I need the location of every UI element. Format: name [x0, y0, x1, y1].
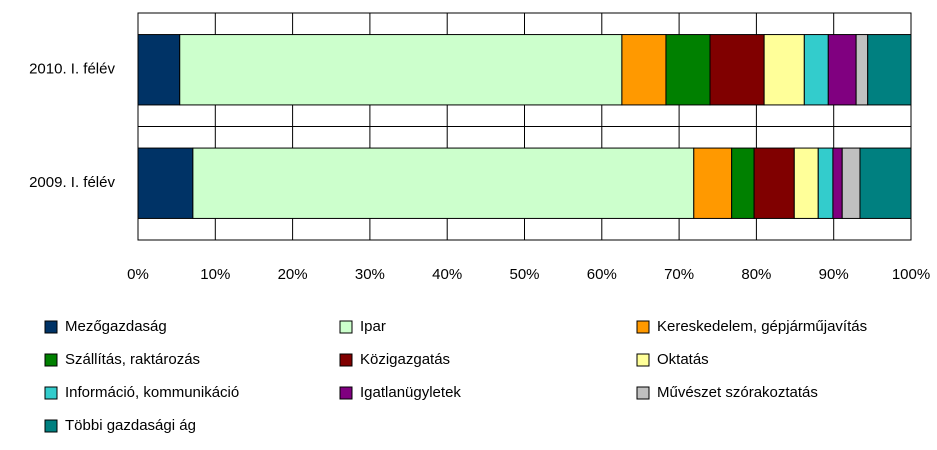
bar-segment — [621, 34, 667, 106]
x-tick-label: 70% — [664, 266, 694, 283]
bar-segment — [827, 34, 857, 106]
legend-label: Szállítás, raktározás — [65, 351, 200, 368]
legend-swatch — [339, 353, 353, 367]
legend-label: Oktatás — [657, 351, 709, 368]
legend-label: Mezőgazdaság — [65, 318, 167, 335]
x-tick-label: 40% — [432, 266, 462, 283]
bar-segment — [731, 147, 755, 219]
legend-label: Többi gazdasági ág — [65, 417, 196, 434]
x-tick-label: 20% — [278, 266, 308, 283]
x-tick-label: 60% — [587, 266, 617, 283]
bar-segment — [841, 147, 861, 219]
x-tick-label: 10% — [200, 266, 230, 283]
bar-segment — [753, 147, 795, 219]
legend-swatch — [44, 320, 58, 334]
x-tick-label: 100% — [892, 266, 930, 283]
legend-label: Információ, kommunikáció — [65, 384, 239, 401]
bar-segment — [763, 34, 805, 106]
legend-label: Igatlanügyletek — [360, 384, 461, 401]
legend-swatch — [339, 320, 353, 334]
plot-border — [137, 12, 912, 241]
bar-segment — [803, 34, 829, 106]
legend-swatch — [44, 386, 58, 400]
bar-segment — [693, 147, 733, 219]
x-tick-label: 30% — [355, 266, 385, 283]
x-tick-label: 50% — [509, 266, 539, 283]
bar-segment — [817, 147, 834, 219]
bar-segment — [855, 34, 869, 106]
bar-segment — [709, 34, 765, 106]
legend-label: Kereskedelem, gépjárműjavítás — [657, 318, 867, 335]
legend-label: Művészet szórakoztatás — [657, 384, 818, 401]
bar-segment — [665, 34, 711, 106]
x-tick-label: 80% — [741, 266, 771, 283]
y-tick-label: 2010. I. félév — [29, 61, 115, 78]
x-tick-label: 90% — [819, 266, 849, 283]
x-tick-label: 0% — [127, 266, 149, 283]
legend-label: Közigazgatás — [360, 351, 450, 368]
bar-segment — [179, 34, 623, 106]
legend-swatch — [44, 353, 58, 367]
y-tick-label: 2009. I. félév — [29, 174, 115, 191]
bar-segment — [859, 147, 912, 219]
legend-label: Ipar — [360, 318, 386, 335]
legend-swatch — [339, 386, 353, 400]
legend-swatch — [44, 419, 58, 433]
bar-segment — [793, 147, 819, 219]
legend-swatch — [636, 386, 650, 400]
legend-swatch — [636, 320, 650, 334]
legend-swatch — [636, 353, 650, 367]
bar-segment — [832, 147, 843, 219]
bar-segment — [137, 147, 194, 219]
bar-segment — [137, 34, 181, 106]
bar-segment — [867, 34, 912, 106]
bar-segment — [192, 147, 695, 219]
